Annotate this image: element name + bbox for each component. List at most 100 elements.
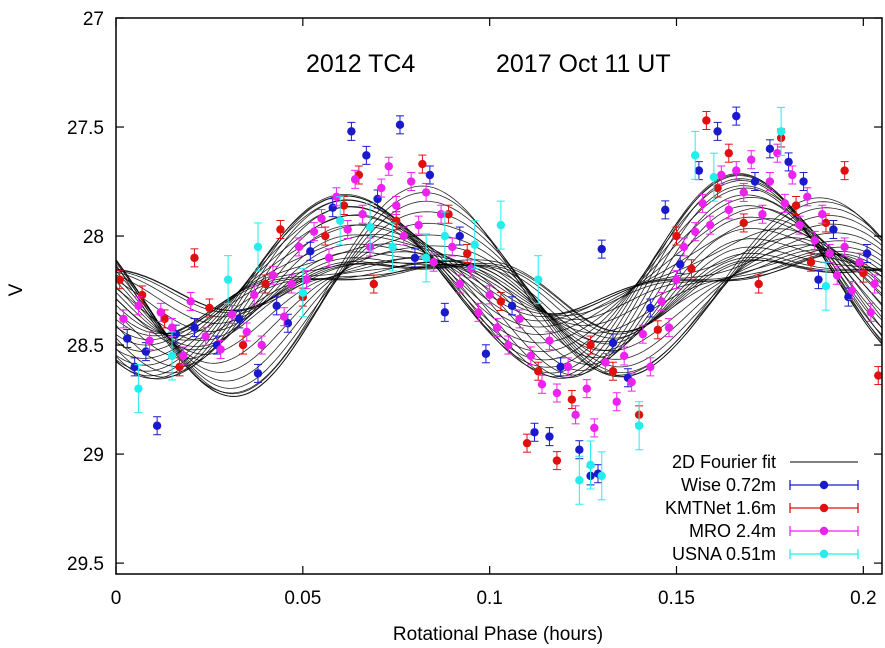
data-point: [534, 367, 542, 375]
data-point: [781, 199, 789, 207]
data-point: [366, 223, 374, 231]
data-point: [620, 352, 628, 360]
data-point: [407, 177, 415, 185]
data-point: [740, 219, 748, 227]
data-point: [153, 422, 161, 430]
data-point: [586, 341, 594, 349]
data-point: [456, 232, 464, 240]
data-point: [814, 275, 822, 283]
legend-label: MRO 2.4m: [689, 521, 776, 541]
data-point: [867, 308, 875, 316]
data-point: [373, 195, 381, 203]
data-point: [601, 358, 609, 366]
data-point: [340, 201, 348, 209]
data-point: [187, 297, 195, 305]
data-point: [239, 341, 247, 349]
data-point: [138, 291, 146, 299]
data-point: [351, 175, 359, 183]
data-point: [276, 225, 284, 233]
data-point: [564, 363, 572, 371]
data-point: [448, 243, 456, 251]
data-point: [295, 243, 303, 251]
data-point: [818, 210, 826, 218]
data-point: [392, 217, 400, 225]
data-point: [190, 254, 198, 262]
chart-title-object: 2012 TC4: [306, 50, 415, 78]
data-point: [538, 380, 546, 388]
data-point: [822, 282, 830, 290]
data-point: [482, 350, 490, 358]
legend-label: Wise 0.72m: [681, 475, 776, 495]
data-point: [280, 313, 288, 321]
data-point: [456, 280, 464, 288]
data-point: [358, 210, 366, 218]
data-point: [807, 258, 815, 266]
data-point: [485, 291, 493, 299]
data-point: [336, 217, 344, 225]
data-point: [773, 149, 781, 157]
data-point: [310, 227, 318, 235]
y-tick-label: 29: [83, 445, 104, 466]
data-point: [444, 210, 452, 218]
y-tick-label: 27: [83, 9, 104, 30]
data-point: [676, 260, 684, 268]
data-point: [497, 221, 505, 229]
data-points: [116, 107, 883, 504]
data-point: [586, 461, 594, 469]
data-point: [534, 275, 542, 283]
data-point: [287, 280, 295, 288]
data-point: [123, 334, 131, 342]
legend-marker: [820, 481, 828, 489]
data-point: [788, 171, 796, 179]
data-point: [302, 275, 310, 283]
data-point: [385, 162, 393, 170]
data-point: [848, 286, 856, 294]
legend-marker: [820, 504, 828, 512]
data-point: [429, 258, 437, 266]
data-point: [306, 247, 314, 255]
data-point: [325, 254, 333, 262]
data-point: [347, 127, 355, 135]
data-point: [422, 188, 430, 196]
data-point: [825, 249, 833, 257]
data-point: [474, 308, 482, 316]
data-point: [441, 232, 449, 240]
data-point: [269, 271, 277, 279]
data-point: [870, 280, 878, 288]
data-point: [859, 269, 867, 277]
data-point: [725, 206, 733, 214]
data-point: [609, 339, 617, 347]
data-point: [695, 166, 703, 174]
data-point: [732, 112, 740, 120]
data-point: [343, 225, 351, 233]
data-point: [657, 297, 665, 305]
data-point: [784, 158, 792, 166]
data-point: [874, 371, 882, 379]
data-point: [661, 206, 669, 214]
y-tick-label: 29.5: [67, 554, 104, 575]
legend-marker: [820, 527, 828, 535]
data-point: [228, 310, 236, 318]
data-point: [571, 411, 579, 419]
data-point: [400, 232, 408, 240]
data-point: [646, 304, 654, 312]
data-point: [321, 232, 329, 240]
data-point: [116, 275, 124, 283]
data-point: [732, 166, 740, 174]
data-point: [254, 243, 262, 251]
data-point: [706, 221, 714, 229]
data-point: [598, 472, 606, 480]
data-point: [639, 330, 647, 338]
data-point: [258, 341, 266, 349]
data-point: [829, 225, 837, 233]
x-tick-label: 0.15: [658, 588, 695, 609]
data-point: [799, 177, 807, 185]
data-point: [388, 243, 396, 251]
data-point: [508, 302, 516, 310]
data-point: [687, 265, 695, 273]
data-point: [613, 398, 621, 406]
data-point: [134, 384, 142, 392]
x-tick-label: 0.1: [476, 588, 502, 609]
legend: 2D Fourier fit Wise 0.72m KMTNet 1.6m MRO 2…: [665, 452, 858, 564]
data-point: [568, 395, 576, 403]
